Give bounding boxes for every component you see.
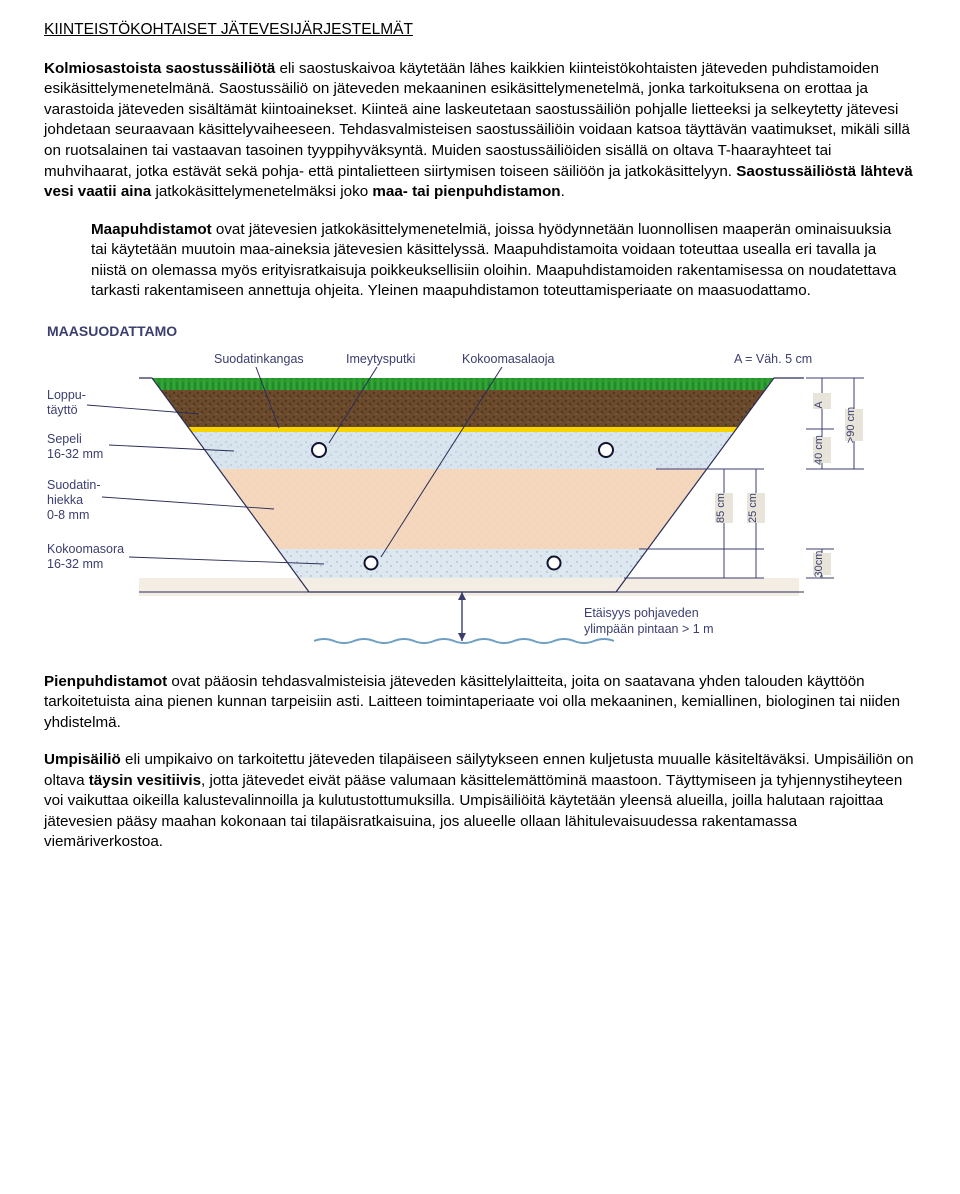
p1-text3: . xyxy=(561,183,565,200)
dim30: 30cm xyxy=(813,550,825,577)
p1-bold3: maa- tai pienpuhdistamon xyxy=(372,183,560,200)
label-a-eq: A = Väh. 5 cm xyxy=(734,352,812,366)
ruler-right-2-labels: 85 cm 25 cm xyxy=(715,493,765,523)
lbl-sora1: Kokoomasora xyxy=(47,542,124,556)
p4-bold2: täysin vesitiivis xyxy=(89,772,201,789)
svg-text:>90 cm: >90 cm xyxy=(845,406,857,442)
bottom-l1: Etäisyys pohjaveden xyxy=(584,606,699,620)
p3-text1: ovat pääosin tehdasvalmisteisia jätevede… xyxy=(44,673,900,731)
lbl-loppu2: täyttö xyxy=(47,403,78,417)
layer-sepeli xyxy=(192,432,735,469)
svg-text:85 cm: 85 cm xyxy=(715,493,727,523)
p1-text2: jatkokäsittelymenetelmäksi joko xyxy=(151,183,372,200)
p2-text1: ovat jätevesien jatkokäsittelymenetelmiä… xyxy=(91,221,896,300)
page-title: KIINTEISTÖKOHTAISET JÄTEVESIJÄRJESTELMÄT xyxy=(44,20,916,41)
lbl-sepeli1: Sepeli xyxy=(47,432,82,446)
paragraph-3: Pienpuhdistamot ovat pääosin tehdasvalmi… xyxy=(44,672,916,734)
kokoomasalaoja-right xyxy=(548,556,561,569)
lbl-hiekka1: Suodatin- xyxy=(47,478,101,492)
kokoomasalaoja-left xyxy=(365,556,378,569)
svg-text:25 cm: 25 cm xyxy=(747,493,759,523)
layer-kokoomasora xyxy=(278,549,648,578)
ground-below xyxy=(139,578,799,596)
water-line xyxy=(314,639,614,643)
svg-text:40 cm: 40 cm xyxy=(813,435,825,465)
lbl-loppu1: Loppu- xyxy=(47,388,86,402)
lbl-hiekka2: hiekka xyxy=(47,493,83,507)
label-kokoomasalaoja: Kokoomasalaoja xyxy=(462,352,554,366)
maasuodattamo-diagram: MAASUODATTAMO Suodatinkangas Imeytysputk… xyxy=(44,319,917,654)
paragraph-1: Kolmiosastoista saostussäiliötä eli saos… xyxy=(44,59,916,203)
paragraph-2: Maapuhdistamot ovat jätevesien jatkokäsi… xyxy=(91,220,906,302)
gw-arrow-head-dn xyxy=(458,633,466,641)
diagram-header: MAASUODATTAMO xyxy=(47,323,177,339)
lbl-hiekka3: 0-8 mm xyxy=(47,508,89,522)
paragraph-4: Umpisäiliö eli umpikaivo on tarkoitettu … xyxy=(44,750,916,853)
p1-bold1: Kolmiosastoista saostussäiliötä xyxy=(44,60,275,77)
layer-grass xyxy=(152,378,774,390)
layer-lopputaytto xyxy=(161,390,765,427)
p2-bold1: Maapuhdistamot xyxy=(91,221,212,238)
imeytysputki-right xyxy=(599,443,613,457)
lbl-sepeli2: 16-32 mm xyxy=(47,447,103,461)
imeytysputki-left xyxy=(312,443,326,457)
bottom-l2: ylimpään pintaan > 1 m xyxy=(584,622,714,636)
label-imeytysputki: Imeytysputki xyxy=(346,352,415,366)
svg-text:A: A xyxy=(813,400,825,408)
layer-hiekka xyxy=(219,469,707,549)
label-suodatinkangas: Suodatinkangas xyxy=(214,352,304,366)
lbl-sora2: 16-32 mm xyxy=(47,557,103,571)
p3-bold1: Pienpuhdistamot xyxy=(44,673,167,690)
p4-bold1: Umpisäiliö xyxy=(44,751,121,768)
